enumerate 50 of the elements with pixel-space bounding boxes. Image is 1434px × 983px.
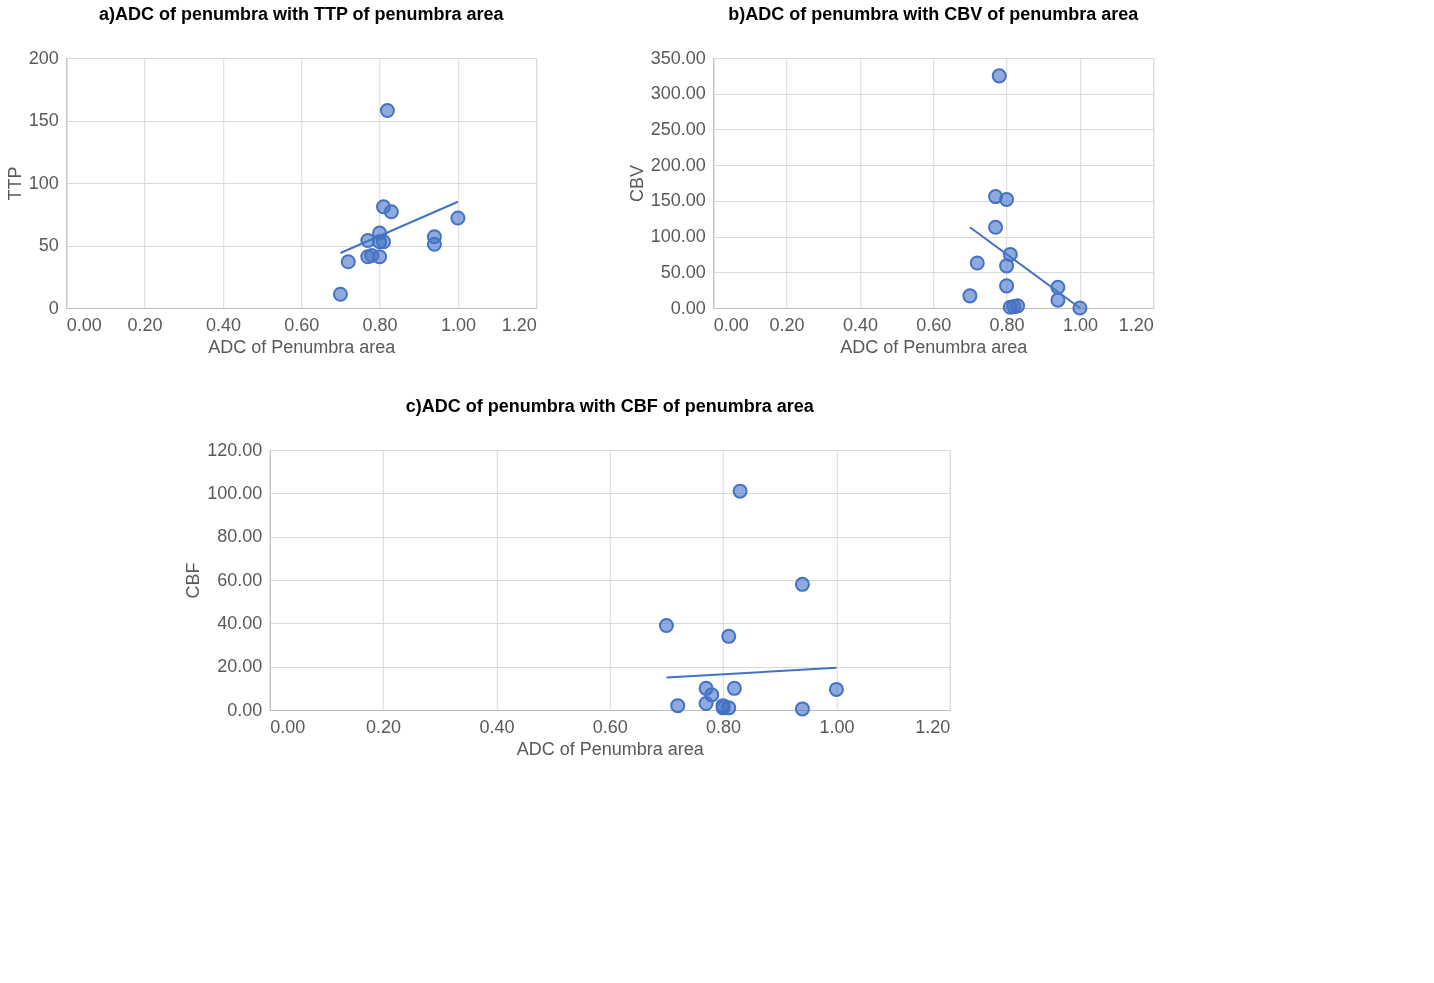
x-tick-label: 0.60 <box>592 716 628 737</box>
x-tick-label: 0.00 <box>66 314 102 335</box>
x-tick-label: 1.20 <box>915 716 951 737</box>
x-tick-label: 1.00 <box>819 716 855 737</box>
x-tick-label: 0.40 <box>479 716 515 737</box>
x-tick-label: 0.00 <box>270 716 306 737</box>
y-tick-label: 80.00 <box>217 526 263 547</box>
x-tick-label: 1.20 <box>501 314 537 335</box>
y-tick-label: 0.00 <box>227 699 263 720</box>
y-tick-label: 150.00 <box>650 190 706 211</box>
chart-title: b)ADC of penumbra with CBV of penumbra area <box>728 4 1140 24</box>
chart-title: c)ADC of penumbra with CBF of penumbra area <box>405 396 815 416</box>
y-tick-label: 60.00 <box>217 569 263 590</box>
y-tick-label: 50 <box>38 235 59 255</box>
y-axis-title: TTP <box>4 166 25 201</box>
x-axis-title: ADC of Penumbra area <box>840 336 1029 357</box>
y-tick-label: 0 <box>48 297 59 318</box>
y-tick-label: 300.00 <box>650 83 706 104</box>
x-tick-label: 0.80 <box>362 314 398 335</box>
y-tick-label: 200.00 <box>650 154 706 175</box>
y-tick-label: 250.00 <box>650 118 706 139</box>
x-tick-label: 0.60 <box>916 314 952 335</box>
y-tick-label: 350.00 <box>650 47 706 68</box>
y-tick-label: 50.00 <box>660 261 706 282</box>
y-tick-label: 20.00 <box>217 656 263 677</box>
y-tick-label: 150 <box>28 110 59 130</box>
x-tick-label: 0.60 <box>284 314 320 335</box>
x-tick-label: 1.00 <box>440 314 476 335</box>
x-axis-title: ADC of Penumbra area <box>208 336 397 357</box>
y-axis-title: CBV <box>626 164 647 203</box>
y-tick-label: 0.00 <box>670 297 706 318</box>
y-tick-label: 100 <box>28 172 59 193</box>
x-tick-label: 0.20 <box>366 716 402 737</box>
x-tick-label: 0.80 <box>706 716 742 737</box>
x-tick-label: 0.00 <box>713 314 749 335</box>
x-tick-label: 1.00 <box>1062 314 1098 335</box>
y-tick-label: 200 <box>28 47 59 68</box>
x-tick-label: 0.20 <box>127 314 163 335</box>
x-tick-label: 0.40 <box>205 314 241 335</box>
y-axis-title: CBF <box>183 562 204 599</box>
y-tick-label: 120.00 <box>207 439 263 460</box>
x-tick-label: 0.80 <box>989 314 1025 335</box>
x-tick-label: 0.40 <box>842 314 878 335</box>
y-tick-label: 100.00 <box>650 226 706 247</box>
x-tick-label: 0.20 <box>769 314 805 335</box>
x-axis-title: ADC of Penumbra area <box>516 738 705 759</box>
y-tick-label: 40.00 <box>217 612 263 633</box>
y-tick-label: 100.00 <box>207 482 263 503</box>
chart-title: a)ADC of penumbra with TTP of penumbra area <box>98 4 505 24</box>
x-tick-label: 1.20 <box>1118 314 1154 335</box>
